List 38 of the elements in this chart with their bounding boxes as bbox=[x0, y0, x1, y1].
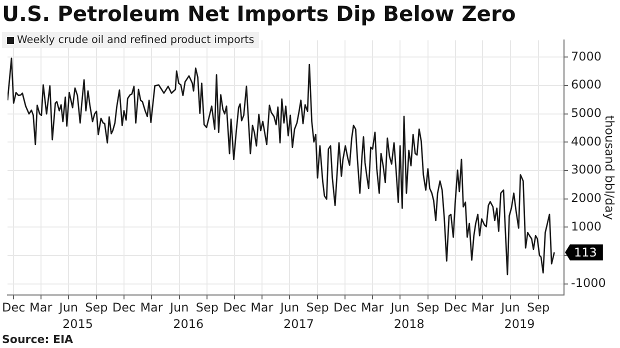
x-tick-label: Dec bbox=[444, 300, 468, 315]
source-note: Source: EIA bbox=[2, 333, 74, 346]
x-tick-label: Sep bbox=[196, 300, 218, 315]
y-tick-label: 1000 bbox=[571, 219, 602, 234]
y-tick-label: 2000 bbox=[571, 190, 602, 205]
x2-tick-label: 2015 bbox=[62, 316, 93, 331]
chart-title: U.S. Petroleum Net Imports Dip Below Zero bbox=[2, 2, 516, 26]
x-tick-label: Dec bbox=[112, 300, 136, 315]
y-tick-label: 5000 bbox=[571, 106, 602, 120]
x-tick-label: Jun bbox=[390, 300, 410, 315]
x-tick-label: Sep bbox=[85, 300, 108, 315]
x-tick-label: Mar bbox=[250, 300, 274, 315]
y-tick-label: -1000 bbox=[571, 276, 606, 290]
x-tick-label: Dec bbox=[2, 300, 26, 315]
x2-tick-label: 2017 bbox=[284, 316, 314, 331]
y-tick-label: 7000 bbox=[571, 49, 602, 64]
y-axis-title: thousand bbl/day bbox=[602, 115, 617, 220]
x-tick-label: Mar bbox=[30, 300, 52, 315]
y-tick-label: 4000 bbox=[571, 134, 602, 148]
legend-label: Weekly crude oil and refined product imports bbox=[17, 34, 254, 46]
x-tick-label: Mar bbox=[360, 300, 384, 315]
x2-tick-label: 2016 bbox=[173, 316, 204, 331]
x2-tick-label: 2019 bbox=[504, 316, 535, 331]
x-tick-label: Sep bbox=[526, 300, 550, 315]
x-tick-label: Mar bbox=[140, 300, 163, 315]
y-tick-label: 6000 bbox=[571, 78, 602, 92]
x-tick-label: Sep bbox=[416, 300, 440, 315]
x2-tick-label: 2018 bbox=[394, 316, 424, 331]
x-tick-label: Dec bbox=[223, 300, 246, 315]
y-tick-label: 3000 bbox=[571, 162, 602, 177]
annotation: 113 bbox=[574, 245, 597, 260]
x-tick-label: Jun bbox=[500, 300, 520, 315]
x-tick-label: Sep bbox=[306, 300, 329, 315]
x-tick-label: Dec bbox=[333, 300, 357, 315]
x-tick-label: Jun bbox=[168, 300, 189, 315]
x-tick-label: Jun bbox=[58, 300, 78, 315]
x-tick-label: Jun bbox=[279, 300, 300, 315]
x-tick-label: Mar bbox=[471, 300, 494, 315]
